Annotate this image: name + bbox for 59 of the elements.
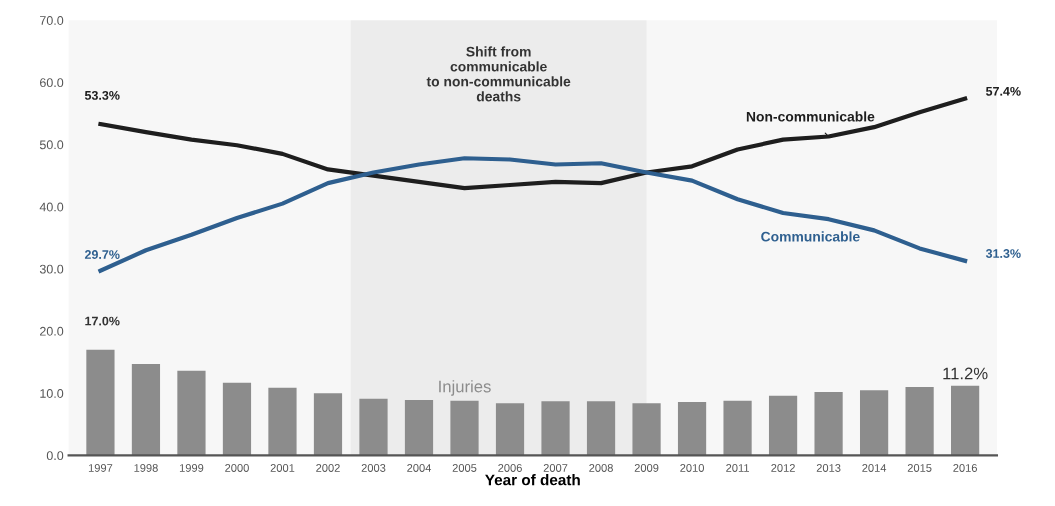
x-tick-label: 2013 bbox=[816, 464, 841, 472]
bar bbox=[313, 393, 343, 456]
y-tick-label: 0.0 bbox=[46, 451, 64, 461]
bar bbox=[268, 387, 297, 456]
x-tick-label: 2014 bbox=[862, 464, 887, 472]
bar bbox=[632, 403, 661, 456]
data-label: 29.7% bbox=[84, 250, 120, 259]
bar bbox=[768, 395, 798, 456]
series-label: Communicable bbox=[761, 231, 860, 242]
x-tick-label: 2012 bbox=[771, 464, 795, 472]
bar bbox=[177, 370, 206, 456]
data-label: 31.3% bbox=[985, 249, 1021, 258]
bar bbox=[859, 390, 889, 456]
data-label: 17.0% bbox=[85, 316, 120, 326]
data-label: 53.3% bbox=[84, 90, 120, 100]
series-label: Injuries bbox=[439, 380, 491, 396]
x-tick-label: 2003 bbox=[361, 464, 386, 472]
x-tick-label: 2011 bbox=[726, 464, 749, 472]
y-tick-label: 10.0 bbox=[40, 389, 64, 398]
x-tick-label: 2008 bbox=[589, 464, 613, 472]
y-tick-label: 20.0 bbox=[40, 326, 64, 336]
y-tick-label: 50.0 bbox=[39, 140, 64, 150]
bar bbox=[905, 387, 934, 456]
bar bbox=[359, 398, 388, 456]
bar bbox=[450, 400, 479, 456]
x-tick-label: 2002 bbox=[316, 464, 340, 472]
data-label: 57.4% bbox=[985, 86, 1021, 96]
bar bbox=[404, 400, 434, 456]
bar bbox=[951, 385, 980, 456]
bar bbox=[723, 400, 752, 456]
x-tick-label: 2004 bbox=[407, 464, 432, 472]
bar bbox=[814, 391, 843, 456]
bar bbox=[86, 349, 115, 456]
bar bbox=[131, 364, 161, 456]
data-label: 11.2% bbox=[943, 367, 988, 380]
band-label: Shift from communicable to non-communicable deaths bbox=[426, 46, 571, 102]
x-tick-label: 1998 bbox=[134, 464, 158, 472]
x-tick-label: 2007 bbox=[543, 464, 568, 472]
x-tick-label: 2015 bbox=[907, 464, 932, 472]
bar bbox=[541, 401, 570, 456]
bar bbox=[495, 403, 525, 456]
bar bbox=[677, 401, 707, 456]
bar bbox=[586, 401, 616, 456]
x-tick-label: 2000 bbox=[225, 464, 249, 472]
x-tick-label: 1997 bbox=[88, 464, 113, 472]
x-tick-label: 2001 bbox=[270, 464, 295, 472]
x-tick-label: 2006 bbox=[498, 464, 522, 472]
x-tick-label: 1999 bbox=[179, 464, 204, 472]
bar bbox=[222, 382, 252, 456]
x-tick-label: 2009 bbox=[634, 464, 659, 472]
x-axis-title: Year of death bbox=[485, 474, 580, 486]
x-tick-label: 2016 bbox=[953, 464, 977, 472]
y-tick-label: 40.0 bbox=[39, 202, 64, 212]
x-tick-label: 2010 bbox=[680, 464, 704, 472]
y-tick-label: 60.0 bbox=[40, 78, 64, 88]
series-label: Non-communicable bbox=[746, 111, 875, 122]
y-tick-label: 30.0 bbox=[39, 264, 64, 274]
x-tick-label: 2005 bbox=[452, 464, 477, 472]
y-tick-label: 70.0 bbox=[40, 16, 64, 25]
